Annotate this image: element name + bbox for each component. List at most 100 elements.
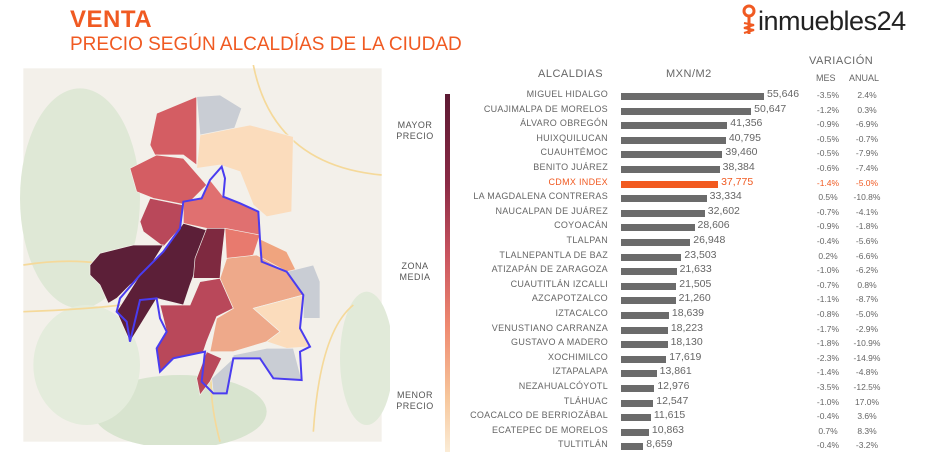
price-value-label: 18,130 <box>670 336 703 349</box>
price-value-label: 21,260 <box>678 292 711 305</box>
price-bar <box>621 195 707 203</box>
price-value-label: 8,659 <box>646 438 673 451</box>
price-value-label: 41,356 <box>730 117 763 130</box>
price-value-label: 10,863 <box>651 423 685 436</box>
annual-variation: 2.4% <box>857 90 877 100</box>
table-row: IZTACALCO 18,639 -0.8% -5.0% <box>0 307 931 322</box>
legend-mid-label: ZONA MEDIA <box>399 261 431 282</box>
table-row: TLALPAN 26,948 -0.4% -5.6% <box>0 234 931 249</box>
alcaldia-name: CDMX INDEX <box>548 176 608 187</box>
table-row: VENUSTIANO CARRANZA 18,223 -1.7% -2.9% <box>0 322 931 337</box>
annual-variation: -6.9% <box>855 119 879 130</box>
region-naucalpan <box>129 154 208 206</box>
table-row: COYOACÁN 28,606 -0.9% -1.8% <box>0 219 931 234</box>
price-bar <box>621 282 677 290</box>
annual-variation: -8.7% <box>855 294 879 305</box>
table-row: XOCHIMILCO 17,619 -2.3% -14.9% <box>0 351 931 366</box>
monthly-variation: -0.4% <box>816 236 840 246</box>
table-row: LA MAGDALENA CONTRERAS 33,334 0.5% -10.8… <box>0 190 931 205</box>
price-value-label: 13,861 <box>659 365 692 378</box>
monthly-variation: -0.9% <box>816 221 840 232</box>
price-bar <box>621 122 728 130</box>
table-row: NAUCALPAN DE JUÁREZ 32,602 -0.7% -4.1% <box>0 205 931 220</box>
monthly-variation: -0.7% <box>816 206 840 217</box>
annual-variation: -5.6% <box>855 236 879 246</box>
table-row: MIGUEL HIDALGO 55,646 -3.5% 2.4% <box>0 88 931 103</box>
price-bar <box>621 385 655 392</box>
table-row: CUAUHTÉMOC 39,460 -0.5% -7.9% <box>0 146 931 161</box>
alcaldia-name: CUAUTITLÁN IZCALLI <box>510 278 608 289</box>
alcaldia-name: CUAUHTÉMOC <box>540 147 608 158</box>
price-value-label: 39,460 <box>725 146 758 159</box>
annual-variation: -7.9% <box>855 148 879 159</box>
alcaldia-name: TLÁHUAC <box>563 395 608 406</box>
annual-variation: -4.1% <box>855 206 879 217</box>
annual-variation: -3.2% <box>855 440 879 451</box>
table-row: NEZAHUALCÓYOTL 12,976 -3.5% -12.5% <box>0 380 931 395</box>
alcaldia-name: GUSTAVO A MADERO <box>511 337 608 348</box>
alcaldia-name: TLALNEPANTLA DE BAZ <box>499 249 608 260</box>
column-header-variation: VARIACIÓN <box>809 55 874 67</box>
price-value-label: 23,503 <box>684 248 717 261</box>
logo-text: inmuebles24 <box>758 5 906 36</box>
monthly-variation: -2.3% <box>816 352 840 363</box>
monthly-variation: -3.5% <box>816 90 840 100</box>
price-bar <box>621 107 752 115</box>
monthly-variation: -1.7% <box>816 323 840 334</box>
price-value-label: 21,505 <box>679 277 712 290</box>
column-header-anual: ANUAL <box>849 73 880 83</box>
price-bar <box>621 399 654 407</box>
price-bar <box>621 93 764 100</box>
monthly-variation: -0.4% <box>816 440 840 451</box>
monthly-variation: -1.4% <box>816 367 840 378</box>
legend-low-label: MENOR PRECIO <box>396 390 434 411</box>
price-value-label: 12,547 <box>656 394 689 407</box>
price-bar <box>621 209 705 217</box>
alcaldia-name: ÁLVARO OBREGÓN <box>520 118 608 129</box>
alcaldia-name: XOCHIMILCO <box>547 351 608 362</box>
table-row: HUIXQUILUCAN 40,795 -0.5% -0.7% <box>0 132 931 147</box>
table-row: CUAJIMALPA DE MORELOS 50,647 -1.2% 0.3% <box>0 103 931 118</box>
map-road <box>23 65 382 442</box>
region-north-gray <box>196 94 243 136</box>
price-bar <box>621 253 682 261</box>
annual-variation: -12.5% <box>853 382 881 392</box>
brand-logo: inmuebles24 <box>740 4 906 38</box>
annual-variation: 0.3% <box>857 104 877 115</box>
monthly-variation: -3.5% <box>816 382 840 392</box>
price-bar <box>621 326 668 334</box>
price-map <box>20 65 390 445</box>
price-bar <box>621 370 657 378</box>
cdmx-outline <box>115 164 312 395</box>
annual-variation: -10.9% <box>853 338 881 349</box>
monthly-variation: -0.4% <box>816 411 840 422</box>
price-value-label: 26,948 <box>693 234 726 246</box>
price-bar <box>621 151 723 159</box>
page-subtitle: PRECIO SEGÚN ALCALDÍAS DE LA CIUDAD <box>70 34 462 55</box>
region-ecatepec <box>196 124 294 218</box>
alcaldia-name: ECATEPEC DE MORELOS <box>491 424 608 435</box>
annual-variation: 3.6% <box>857 411 877 422</box>
monthly-variation: 0.7% <box>818 425 838 436</box>
price-value-label: 38,384 <box>722 161 755 173</box>
monthly-variation: -0.6% <box>816 163 840 173</box>
price-bar <box>621 224 695 232</box>
price-value-label: 55,646 <box>767 88 800 100</box>
price-bar <box>621 239 691 246</box>
annual-variation: -5.0% <box>855 309 879 319</box>
alcaldia-name: AZCAPOTZALCO <box>531 293 608 304</box>
alcaldia-name: ATIZAPÁN DE ZARAGOZA <box>491 264 608 275</box>
column-header-mes: MES <box>816 73 836 83</box>
alcaldia-name: IZTAPALAPA <box>552 366 608 377</box>
price-value-label: 28,606 <box>697 219 730 232</box>
region-iztacalco <box>224 227 261 263</box>
price-value-label: 18,639 <box>671 307 705 319</box>
monthly-variation: -1.4% <box>816 177 840 188</box>
table-row: CDMX INDEX 37,775 -1.4% -5.0% <box>0 176 931 191</box>
annual-variation: -10.8% <box>853 192 881 203</box>
alcaldia-name: NEZAHUALCÓYOTL <box>518 381 608 391</box>
monthly-variation: -1.8% <box>816 338 840 349</box>
monthly-variation: 0.2% <box>818 250 838 261</box>
price-value-label: 21,633 <box>679 263 712 276</box>
alcaldia-name: CUAJIMALPA DE MORELOS <box>483 103 608 114</box>
